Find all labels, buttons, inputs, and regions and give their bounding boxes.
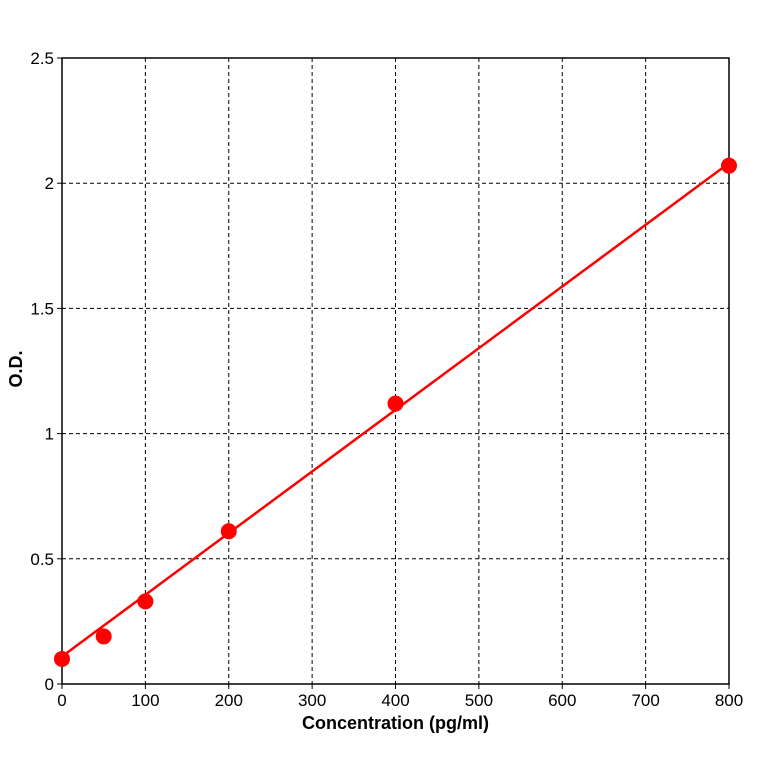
x-tick-label: 400: [381, 691, 409, 710]
x-axis-ticks: 0 100 200 300 400 500 600 700 800: [57, 684, 743, 710]
y-axis-title: O.D.: [6, 350, 26, 387]
x-tick-label: 200: [215, 691, 243, 710]
y-tick-label: 0.5: [30, 550, 54, 569]
x-tick-label: 300: [298, 691, 326, 710]
y-tick-label: 1: [45, 425, 54, 444]
y-tick-label: 2.5: [30, 49, 54, 68]
x-axis-title: Concentration (pg/ml): [302, 713, 489, 733]
x-tick-label: 500: [465, 691, 493, 710]
grid-lines: [62, 58, 729, 684]
x-tick-label: 600: [548, 691, 576, 710]
data-point: [95, 628, 112, 645]
x-tick-label: 0: [57, 691, 66, 710]
data-point: [54, 650, 70, 667]
x-tick-label: 100: [131, 691, 159, 710]
data-point: [137, 593, 154, 610]
data-point: [721, 157, 737, 174]
y-axis-ticks: 0 0.5 1 1.5 2 2.5: [30, 49, 62, 694]
y-tick-label: 1.5: [30, 299, 54, 318]
data-point: [387, 395, 404, 412]
x-tick-label: 700: [631, 691, 659, 710]
y-tick-label: 2: [45, 174, 54, 193]
x-tick-label: 800: [715, 691, 743, 710]
y-tick-label: 0: [45, 675, 54, 694]
series: [54, 157, 737, 667]
data-point: [220, 523, 237, 540]
